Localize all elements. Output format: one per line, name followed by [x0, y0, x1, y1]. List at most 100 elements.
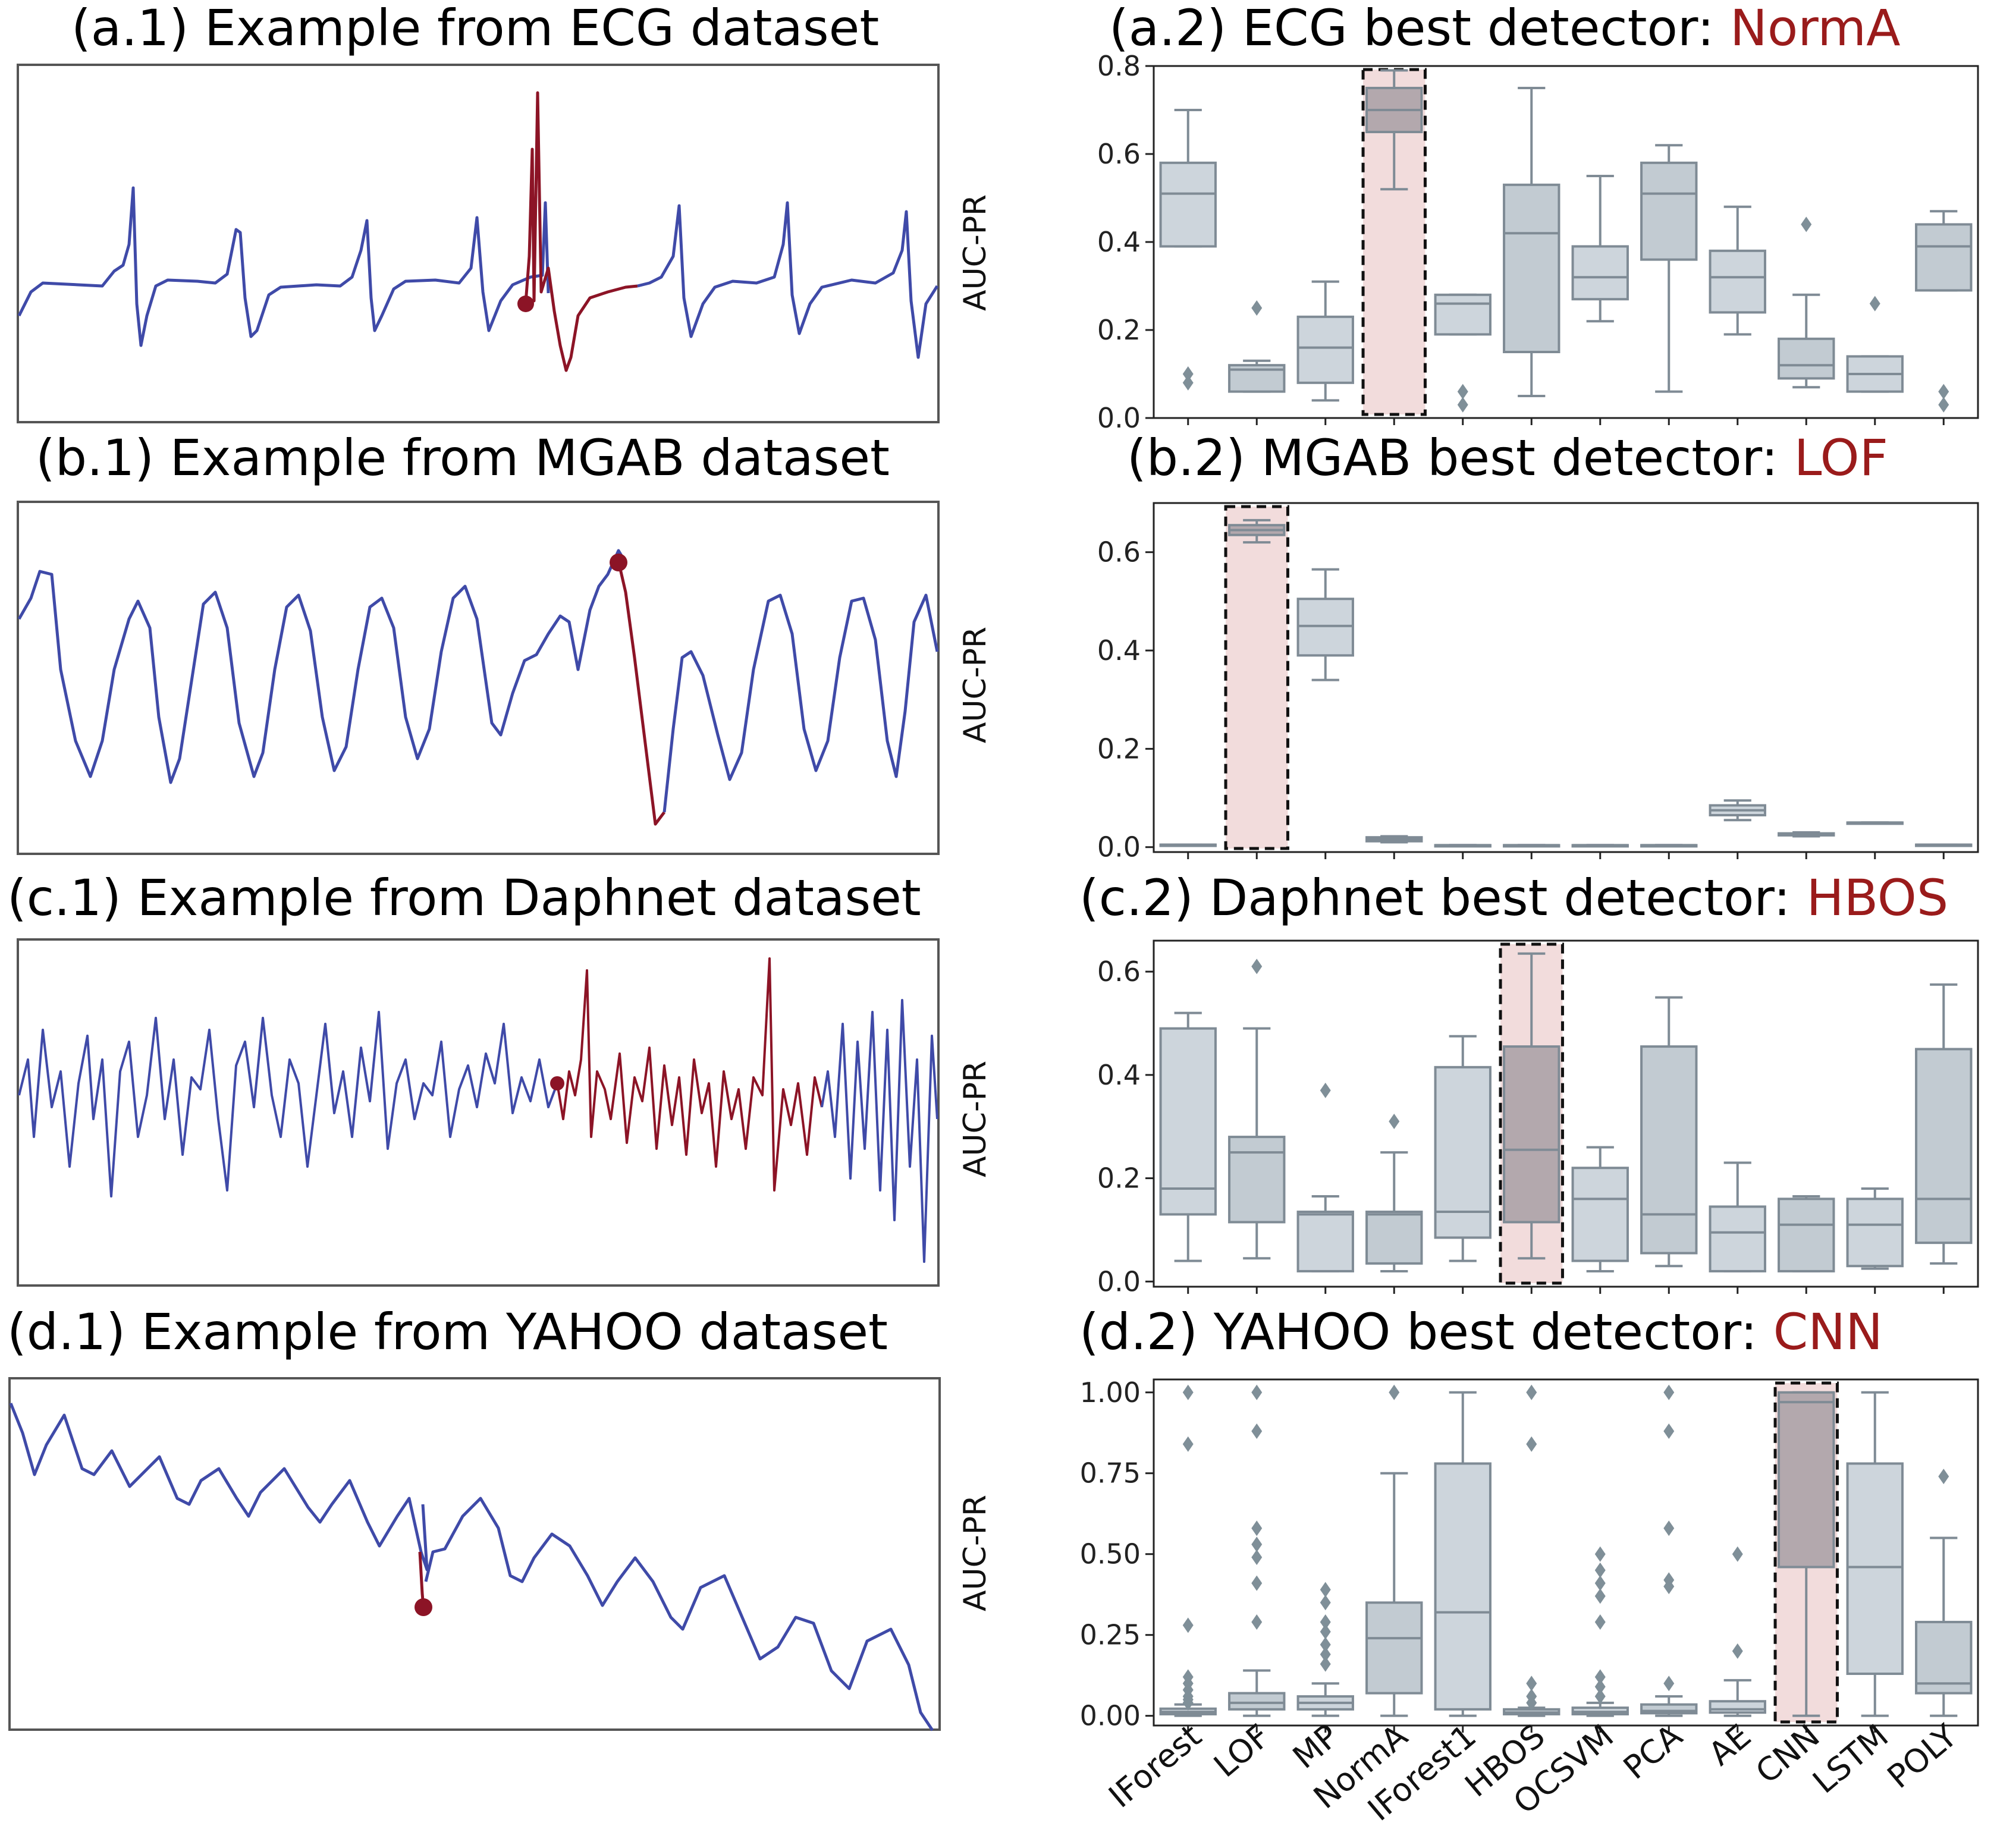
box-norma [1365, 835, 1423, 844]
plot-frame [1153, 502, 1979, 853]
outlier-point [1526, 1436, 1537, 1452]
iqr-box [1228, 1692, 1286, 1711]
mgab-normal-series-tail [662, 593, 939, 813]
iqr-box [1571, 1167, 1629, 1262]
daphnet-normal-series [18, 1011, 558, 1198]
outlier-point [1182, 366, 1194, 382]
outlier-point [1457, 384, 1468, 400]
outlier-point [1320, 1082, 1331, 1098]
yahoo-series-plot [9, 1403, 934, 1731]
box-ocsvm [1571, 844, 1629, 848]
y-tick-label: 0.4 [1097, 226, 1141, 258]
title-d1: (d.1) Example from YAHOO dataset [7, 1303, 888, 1361]
outlier-point [1320, 1656, 1331, 1672]
box-lof [1228, 958, 1286, 1260]
outlier-point [1938, 384, 1949, 400]
iqr-box [1228, 1136, 1286, 1224]
title-a2: (a.2) ECG best detector: NormA [1109, 3, 1901, 53]
box-iforest1 [1434, 1391, 1492, 1717]
title-b2: (b.2) MGAB best detector: LOF [1127, 433, 1888, 483]
box-lstm [1846, 1391, 1904, 1717]
title-c1: (c.1) Example from Daphnet dataset [7, 869, 921, 927]
title-a1: (a.1) Example from ECG dataset [71, 0, 880, 57]
title-a2-best: NormA [1729, 0, 1901, 57]
iqr-box [1640, 161, 1698, 261]
boxplot-chart-a2: 0.0 0.2 0.4 0.6 0.8 [1097, 50, 1979, 434]
outlier-point [1594, 1575, 1606, 1591]
boxplot-chart-d2: 0.00 0.25 0.50 0.75 1.00 [1080, 1376, 1979, 1733]
title-c2: (c.2) Daphnet best detector: HBOS [1079, 873, 1948, 923]
ylabel-b2: AUC-PR [957, 626, 993, 743]
outlier-point [1320, 1624, 1331, 1640]
yahoo-normal-series [9, 1403, 429, 1572]
box-pca [1640, 844, 1698, 848]
outlier-point [1320, 1637, 1331, 1653]
outlier-point [1251, 1384, 1263, 1400]
box-hbos [1503, 952, 1560, 1260]
box-iforest [1159, 1011, 1217, 1262]
iqr-box [1434, 1066, 1492, 1239]
box-iforest [1159, 843, 1217, 847]
ecg-anomaly-marker [517, 296, 534, 312]
iqr-box [1503, 1045, 1560, 1224]
outlier-point [1251, 300, 1263, 316]
boxplot-chart-c2: 0.0 0.2 0.4 0.6 [1097, 939, 1979, 1297]
y-tick-label: 1.00 [1080, 1376, 1141, 1409]
mgab-anomaly-marker [610, 554, 627, 571]
title-d2-prefix: (d.2) YAHOO best detector: [1079, 1303, 1773, 1361]
y-tick-label: 0.0 [1097, 1265, 1141, 1297]
box-mp [1296, 280, 1354, 402]
y-tick-label: 0.6 [1097, 956, 1141, 988]
box-lof [1228, 518, 1286, 544]
box-mp [1296, 1082, 1354, 1272]
box-norma [1365, 69, 1423, 191]
box-pca [1640, 996, 1698, 1268]
daphnet-example-panel [17, 938, 940, 1287]
outlier-point [1182, 1384, 1194, 1400]
y-tick-label: 0.00 [1080, 1700, 1141, 1732]
plot-frame [1153, 1378, 1979, 1727]
iqr-box [1846, 1198, 1904, 1268]
yahoo-example-panel [8, 1377, 941, 1731]
outlier-point [1320, 1614, 1331, 1630]
outlier-point [1251, 1614, 1263, 1630]
mgab-series-plot [17, 549, 939, 826]
box-iforest [1159, 1384, 1217, 1717]
y-tick-label: 0.25 [1080, 1619, 1141, 1651]
iqr-box [1709, 1205, 1766, 1272]
outlier-point [1251, 1536, 1263, 1552]
box-pca [1640, 144, 1698, 393]
ecg-example-panel [17, 64, 940, 423]
title-d2-best: CNN [1773, 1303, 1883, 1361]
iqr-box [1709, 1700, 1766, 1714]
plot-frame [1153, 939, 1979, 1288]
box-ae [1709, 1161, 1766, 1272]
y-tick-label: 0.6 [1097, 536, 1141, 568]
y-tick-label: 0.0 [1097, 831, 1141, 863]
outlier-point [1251, 1575, 1263, 1591]
mgab-anomaly-series [617, 561, 665, 826]
box-cnn [1778, 831, 1835, 838]
best-detector-highlight [1224, 505, 1289, 850]
outlier-point [1663, 1423, 1675, 1440]
y-tick-label: 0.0 [1097, 402, 1141, 434]
box-lstm [1846, 296, 1904, 393]
box-poly [1915, 210, 1973, 413]
box-poly [1915, 983, 1973, 1265]
iqr-box [1296, 598, 1354, 657]
y-tick-label: 0.4 [1097, 1059, 1141, 1091]
outlier-point [1251, 1520, 1263, 1536]
outlier-point [1663, 1572, 1675, 1588]
outlier-point [1389, 1384, 1400, 1400]
iqr-box [1778, 1198, 1835, 1272]
x-tick-label: PCA [1616, 1717, 1690, 1787]
outlier-point [1251, 1550, 1263, 1566]
ecg-anomaly-series [524, 91, 638, 372]
title-d2: (d.2) YAHOO best detector: CNN [1079, 1307, 1883, 1357]
y-tick-label: 0.4 [1097, 634, 1141, 667]
ylabel-a2: AUC-PR [957, 194, 993, 311]
ylabel-c2: AUC-PR [957, 1060, 993, 1177]
box-ocsvm [1571, 1146, 1629, 1272]
outlier-point [1320, 1595, 1331, 1611]
